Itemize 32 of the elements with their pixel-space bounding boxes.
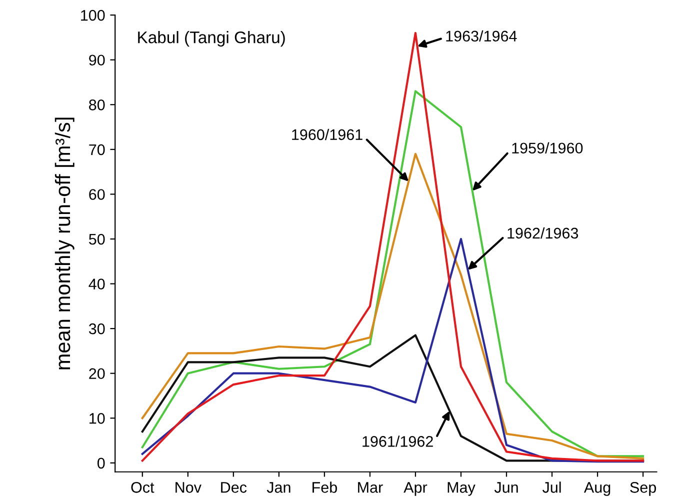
- text: 1959/1960: [512, 142, 583, 154]
- series-label: 1963/1964: [446, 30, 517, 42]
- x-tick-label: Apr: [404, 482, 428, 496]
- y-tick-label: 20: [89, 368, 105, 380]
- line-series: [141, 152, 644, 460]
- x-tick-label: Mar: [358, 482, 383, 493]
- y-tick-label: 90: [89, 54, 105, 66]
- x-tick-label: Feb: [312, 482, 337, 493]
- x-tick-label: Sep: [630, 482, 656, 496]
- text: Kabul (Tangi Gharu): [138, 31, 285, 47]
- y-tick-label: 30: [88, 323, 105, 334]
- y-tick-label: 40: [88, 278, 105, 290]
- series-label: 1961/1962: [362, 436, 433, 447]
- y-tick-label: 60: [89, 189, 105, 200]
- y-tick-label: 70: [89, 144, 105, 156]
- x-tick-label: Dec: [221, 482, 247, 493]
- x-tick-label: Aug: [584, 482, 610, 496]
- x-tick-label: Jan: [266, 482, 290, 493]
- line-series: [141, 238, 644, 463]
- x-tick-label: May: [448, 482, 476, 496]
- y-tick-label: 80: [89, 100, 105, 110]
- y-tick-label: 50: [88, 234, 105, 245]
- y-axis-title: mean monthly run-off [m³/s]: [54, 118, 74, 370]
- y-tick-label: 0: [97, 458, 105, 469]
- x-tick-label: Jun: [494, 482, 518, 493]
- text: 1962/1963: [508, 227, 578, 239]
- x-tick-label: Oct: [131, 482, 154, 493]
- x-tick-label: Jul: [542, 482, 561, 493]
- text: 1960/1961: [292, 128, 362, 140]
- y-tick-label: 100: [81, 10, 105, 21]
- y-tick-label: 10: [90, 413, 105, 424]
- x-tick-label: Nov: [176, 482, 202, 493]
